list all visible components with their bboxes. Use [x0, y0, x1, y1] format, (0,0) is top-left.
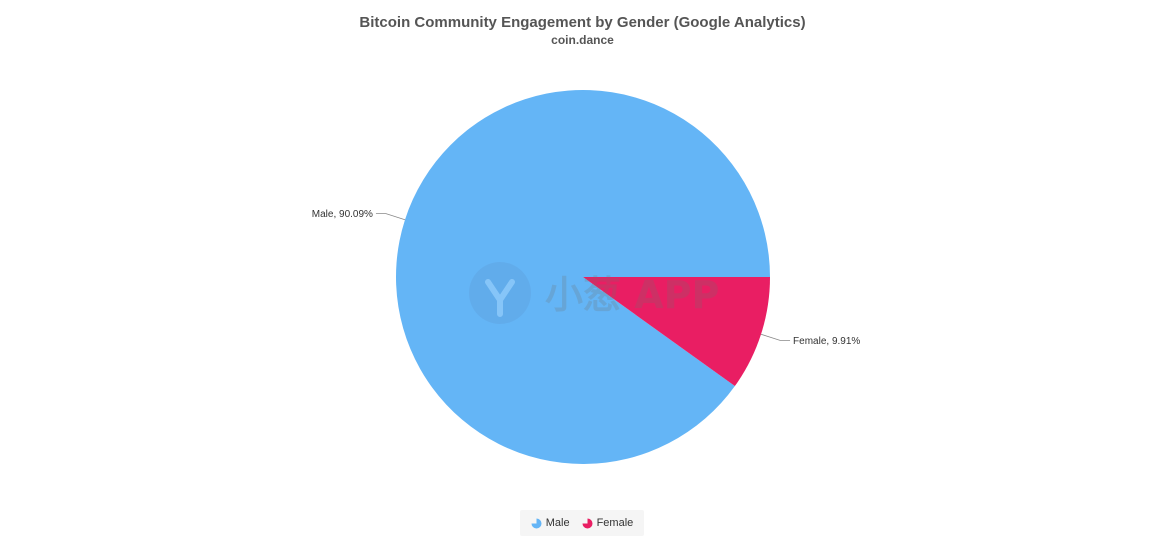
pie-slice-female[interactable]: [583, 277, 770, 387]
legend-item-male[interactable]: Male: [531, 517, 570, 529]
slice-label-female: Female, 9.91%: [793, 336, 860, 347]
pie-slice-icon: [582, 518, 593, 528]
leader-line-male: [375, 213, 406, 221]
chart-subtitle: coin.dance: [551, 33, 614, 47]
watermark-text: 小葱 APP: [545, 273, 719, 317]
legend-label-male: Male: [545, 517, 570, 529]
legend-label-female: Female: [596, 517, 634, 529]
watermark: 小葱 APP: [469, 262, 719, 324]
legend-item-female[interactable]: Female: [582, 517, 634, 529]
legend: Male Female: [520, 510, 644, 536]
pie-slice-icon: [531, 518, 542, 528]
slice-label-male: Male, 90.09%: [312, 209, 373, 220]
chart-title: Bitcoin Community Engagement by Gender (…: [359, 14, 806, 31]
leader-line-female: [760, 333, 791, 341]
